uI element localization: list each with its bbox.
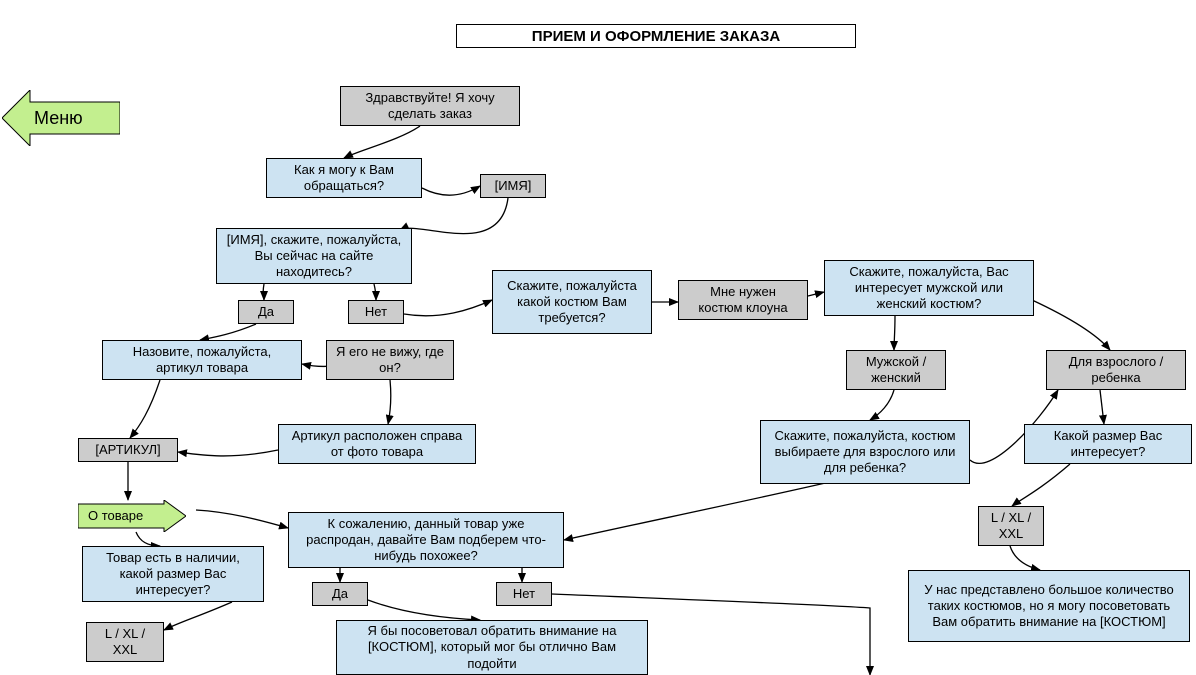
diagram-title: ПРИЕМ И ОФОРМЛЕНИЕ ЗАКАЗА [456, 24, 856, 48]
flowchart-node: [ИМЯ] [480, 174, 546, 198]
flowchart-node: L / XL / XXL [86, 622, 164, 662]
flowchart-node: Нет [496, 582, 552, 606]
flowchart-edge [1032, 300, 1110, 350]
flowchart-edge [894, 316, 895, 350]
flowchart-edge [178, 450, 278, 456]
menu-arrow-shape [2, 90, 120, 146]
flowchart-edge [136, 532, 160, 546]
flowchart-node: Артикул расположен справа от фото товара [278, 424, 476, 464]
flowchart-node: [ИМЯ], скажите, пожалуйста, Вы сейчас на… [216, 228, 412, 284]
flowchart-edge [1100, 390, 1104, 424]
flowchart-edge [200, 324, 256, 340]
flowchart-edge [374, 284, 376, 300]
menu-button[interactable] [2, 90, 120, 146]
flowchart-node: Для взрослого / ребенка [1046, 350, 1186, 390]
flowchart-node: Да [238, 300, 294, 324]
flowchart-node: [АРТИКУЛ] [78, 438, 178, 462]
flowchart-edge [870, 390, 894, 420]
flowchart-node: Скажите, пожалуйста, Вас интересует мужс… [824, 260, 1034, 316]
flowchart-node: Скажите, пожалуйста, костюм выбираете дл… [760, 420, 970, 484]
flowchart-node: Мне нужен костюм клоуна [678, 280, 808, 320]
flowchart-node: Нет [348, 300, 404, 324]
flowchart-node: Скажите, пожалуйста какой костюм Вам тре… [492, 270, 652, 334]
flowchart-edge [808, 292, 824, 296]
flowchart-node: Товар есть в наличии, какой размер Вас и… [82, 546, 264, 602]
flowchart-node: Я бы посоветовал обратить внимание на [К… [336, 620, 648, 675]
flowchart-node: Как я могу к Вам обращаться? [266, 158, 422, 198]
flowchart-edge [196, 510, 288, 528]
flowchart-node: Мужской / женский [846, 350, 946, 390]
flowchart-edge [368, 600, 480, 620]
product-marker [78, 500, 186, 532]
flowchart-edge [400, 198, 508, 234]
flowchart-edge [1010, 546, 1040, 570]
flowchart-node: К сожалению, данный товар уже распродан,… [288, 512, 564, 568]
flowchart-edge [422, 186, 480, 195]
flowchart-edge [263, 284, 264, 300]
flowchart-node: Да [312, 582, 368, 606]
flowchart-edge [344, 126, 420, 158]
flowchart-node: Какой размер Вас интересует? [1024, 424, 1192, 464]
product-arrow-shape [78, 500, 186, 532]
flowchart-node: Назовите, пожалуйста, артикул товара [102, 340, 302, 380]
flowchart-node: Я его не вижу, где он? [326, 340, 454, 380]
flowchart-edge [130, 380, 160, 438]
flowchart-node: L / XL / XXL [978, 506, 1044, 546]
flowchart-edge [164, 602, 232, 630]
flowchart-edge [388, 380, 391, 424]
flowchart-node: У нас представлено большое количество та… [908, 570, 1190, 642]
flowchart-edge [1012, 464, 1070, 506]
flowchart-edge [404, 300, 492, 316]
flowchart-node: Здравствуйте! Я хочу сделать заказ [340, 86, 520, 126]
